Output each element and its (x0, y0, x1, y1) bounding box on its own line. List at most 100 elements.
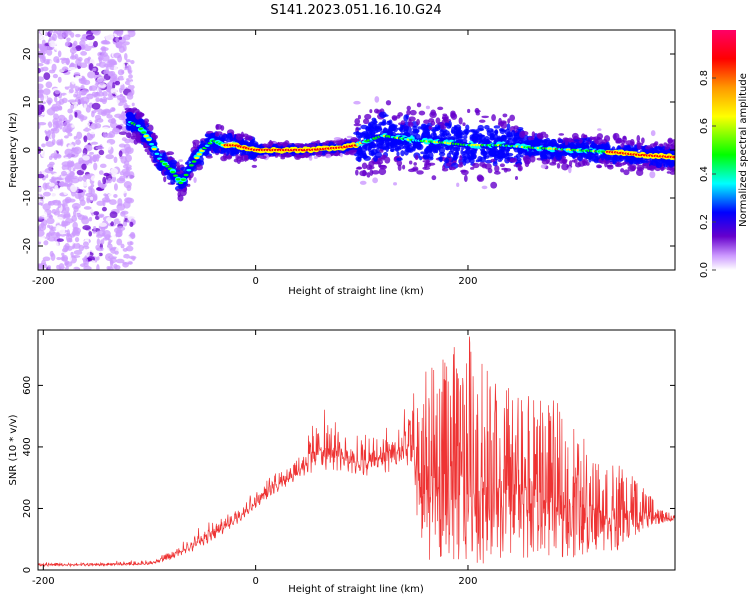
heatmap-cell (71, 254, 81, 258)
heatmap-cell (550, 141, 554, 145)
heatmap-cell (113, 193, 118, 198)
heatmap-cell (568, 166, 572, 174)
heatmap-cell (73, 40, 78, 47)
heatmap-cell (448, 166, 456, 171)
heatmap-cell (56, 105, 63, 111)
heatmap-cell (502, 113, 508, 118)
heatmap-cell (38, 109, 43, 116)
heatmap-cell (45, 124, 50, 132)
heatmap-cell (396, 114, 401, 119)
heatmap-cell (98, 222, 107, 227)
heatmap-cell (99, 163, 107, 169)
heatmap-cell (141, 131, 147, 134)
heatmap-cell (38, 173, 45, 179)
heatmap-cell (77, 214, 85, 221)
heatmap-cell (575, 141, 581, 149)
heatmap-cell (616, 137, 623, 144)
heatmap-cell (74, 236, 80, 243)
heatmap-cell (589, 141, 595, 144)
heatmap-cell (577, 156, 584, 162)
heatmap-cell (229, 135, 234, 142)
heatmap-cell (636, 145, 642, 150)
heatmap-cell (127, 64, 132, 73)
heatmap-cell (193, 176, 197, 183)
heatmap-cell (124, 154, 132, 162)
heatmap-cell (90, 51, 95, 55)
heatmap-cell (360, 124, 368, 130)
heatmap-cell (90, 123, 98, 130)
heatmap-cell (94, 71, 100, 76)
heatmap-cell (75, 131, 83, 140)
heatmap-cell (389, 126, 395, 132)
heatmap-cell (462, 150, 467, 154)
heatmap-cell (555, 153, 563, 161)
heatmap-cell (64, 218, 74, 224)
heatmap-cell (133, 139, 139, 145)
heatmap-cell (83, 103, 87, 109)
heatmap-cell (71, 202, 81, 210)
heatmap-cell (568, 160, 573, 167)
heatmap-cell (524, 161, 530, 168)
heatmap-cell (96, 200, 105, 206)
heatmap-cell (82, 155, 90, 161)
heatmap-cell (115, 91, 120, 96)
heatmap-cell (166, 151, 175, 156)
heatmap-cell (353, 100, 361, 105)
heatmap-cell (493, 125, 501, 129)
heatmap-cell (95, 146, 105, 150)
heatmap-cell (104, 186, 110, 195)
heatmap-cell (515, 153, 522, 159)
heatmap-cell (121, 112, 126, 116)
heatmap-cell (57, 76, 62, 83)
heatmap-cell (102, 108, 111, 116)
heatmap-cell (195, 164, 203, 171)
heatmap-cell (88, 129, 98, 135)
x-tick-label: 0 (252, 576, 258, 587)
heatmap-cell (477, 175, 485, 182)
heatmap-cell (481, 185, 488, 190)
heatmap-cell (604, 155, 610, 161)
heatmap-cell (73, 250, 83, 256)
heatmap-cell (100, 47, 109, 52)
heatmap-cell (91, 245, 95, 253)
heatmap-cell (406, 109, 411, 116)
heatmap-cell (175, 178, 181, 181)
heatmap-cell (221, 133, 229, 141)
heatmap-cell (188, 174, 192, 181)
heatmap-cell (316, 140, 321, 144)
heatmap-cell (275, 152, 280, 156)
heatmap-cell (54, 46, 63, 52)
heatmap-cell (579, 143, 585, 147)
heatmap-cell (503, 136, 508, 141)
heatmap-cell (49, 30, 53, 34)
heatmap-cell (247, 151, 252, 154)
heatmap-cell (58, 226, 66, 235)
heatmap-cell (85, 192, 94, 197)
heatmap-cell (70, 104, 75, 110)
heatmap-cell (99, 81, 104, 86)
heatmap-cell (481, 150, 487, 154)
heatmap-cell (556, 162, 561, 169)
heatmap-cell (86, 93, 94, 100)
heatmap-cell (413, 162, 417, 166)
heatmap-cell (670, 146, 675, 151)
heatmap-cell (396, 160, 403, 167)
heatmap-cell (126, 78, 130, 82)
heatmap-cell (635, 168, 644, 176)
y-tick-label: 0 (22, 147, 33, 153)
heatmap-cell (176, 161, 180, 169)
heatmap-cell (622, 161, 627, 165)
heatmap-cell (40, 126, 45, 130)
heatmap-cell (439, 129, 445, 134)
heatmap-cell (38, 187, 45, 195)
heatmap-cell (54, 184, 59, 192)
heatmap-cell (333, 137, 342, 141)
heatmap-cell (97, 180, 102, 187)
heatmap-cell (73, 210, 77, 217)
heatmap-cell (51, 63, 57, 72)
colorbar-tick-label: 0.6 (699, 118, 710, 134)
heatmap-cell (90, 175, 98, 182)
colorbar-tick-label: 0.8 (699, 70, 710, 86)
heatmap-cell (120, 210, 129, 215)
spectrogram-panel: -200 0 200 -20 -10 0 10 20 Height of straight l… (8, 29, 676, 297)
